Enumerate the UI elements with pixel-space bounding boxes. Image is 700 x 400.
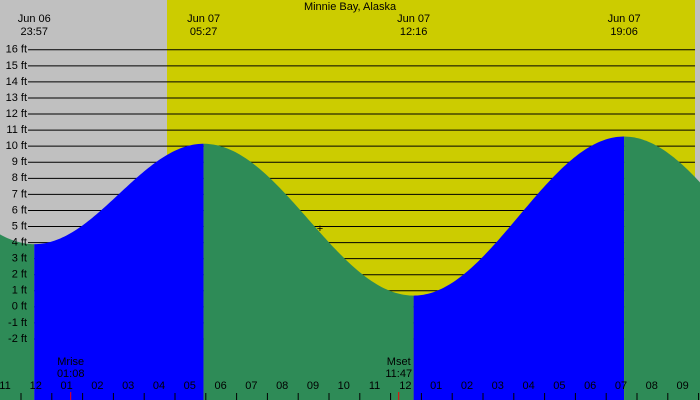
extreme-time: 05:27: [190, 26, 218, 38]
x-tick-label: 03: [122, 380, 134, 392]
falling-tide: [203, 143, 414, 400]
y-tick-label: 10 ft: [6, 140, 27, 152]
falling-tide: [0, 234, 35, 400]
y-tick-label: 8 ft: [12, 172, 27, 184]
x-tick-label: 11: [369, 380, 380, 392]
rising-tide: [413, 136, 625, 400]
x-tick-label: 03: [492, 380, 504, 392]
extreme-date: Jun 07: [608, 13, 641, 25]
y-tick-label: 12 ft: [6, 108, 27, 120]
y-tick-label: 0 ft: [12, 301, 27, 313]
y-tick-label: 3 ft: [12, 253, 27, 265]
x-tick-label: 06: [214, 380, 226, 392]
moon-time: 01:08: [57, 368, 85, 380]
x-tick-label: 04: [153, 380, 165, 392]
y-tick-label: 2 ft: [12, 269, 27, 281]
moon-label: Mset: [387, 356, 411, 368]
y-tick-label: -1 ft: [8, 317, 27, 329]
x-tick-label: 08: [276, 380, 288, 392]
x-tick-label: 02: [91, 380, 103, 392]
x-tick-label: 07: [245, 380, 257, 392]
x-tick-label: 05: [184, 380, 196, 392]
x-tick-label: 02: [461, 380, 473, 392]
extreme-time: 19:06: [610, 26, 638, 38]
y-tick-label: 9 ft: [12, 156, 27, 168]
extreme-date: Jun 07: [187, 13, 220, 25]
x-tick-label: 09: [307, 380, 319, 392]
x-tick-label: 08: [646, 380, 658, 392]
y-tick-label: -2 ft: [8, 333, 27, 345]
y-tick-label: 14 ft: [6, 76, 27, 88]
y-tick-label: 16 ft: [6, 44, 27, 56]
x-tick-label: 07: [615, 380, 627, 392]
x-tick-label: 12: [30, 380, 42, 392]
moon-label: Mrise: [57, 356, 84, 368]
y-tick-label: 6 ft: [12, 204, 27, 216]
y-tick-label: 5 ft: [12, 220, 27, 232]
extreme-time: 23:57: [20, 26, 48, 38]
y-tick-label: 7 ft: [12, 188, 27, 200]
extreme-date: Jun 06: [18, 13, 51, 25]
x-tick-label: 10: [338, 380, 350, 392]
extreme-date: Jun 07: [397, 13, 430, 25]
cursor: +: [317, 223, 323, 235]
x-tick-label: 06: [584, 380, 596, 392]
chart-title: Minnie Bay, Alaska: [304, 1, 397, 13]
y-tick-label: 1 ft: [12, 285, 27, 297]
y-tick-label: 15 ft: [6, 60, 27, 72]
extreme-time: 12:16: [400, 26, 428, 38]
y-tick-label: 11 ft: [6, 124, 27, 136]
x-tick-label: 12: [399, 380, 411, 392]
falling-tide: [624, 136, 700, 400]
x-tick-label: 11: [0, 380, 11, 392]
x-tick-label: 04: [522, 380, 534, 392]
x-tick-label: 09: [676, 380, 688, 392]
x-tick-label: 01: [430, 380, 442, 392]
moon-time: 11:47: [385, 368, 412, 380]
y-tick-label: 4 ft: [12, 236, 27, 248]
y-tick-label: 13 ft: [6, 92, 27, 104]
rising-tide: [34, 143, 204, 400]
x-tick-label: 05: [553, 380, 565, 392]
x-tick-label: 01: [60, 380, 72, 392]
